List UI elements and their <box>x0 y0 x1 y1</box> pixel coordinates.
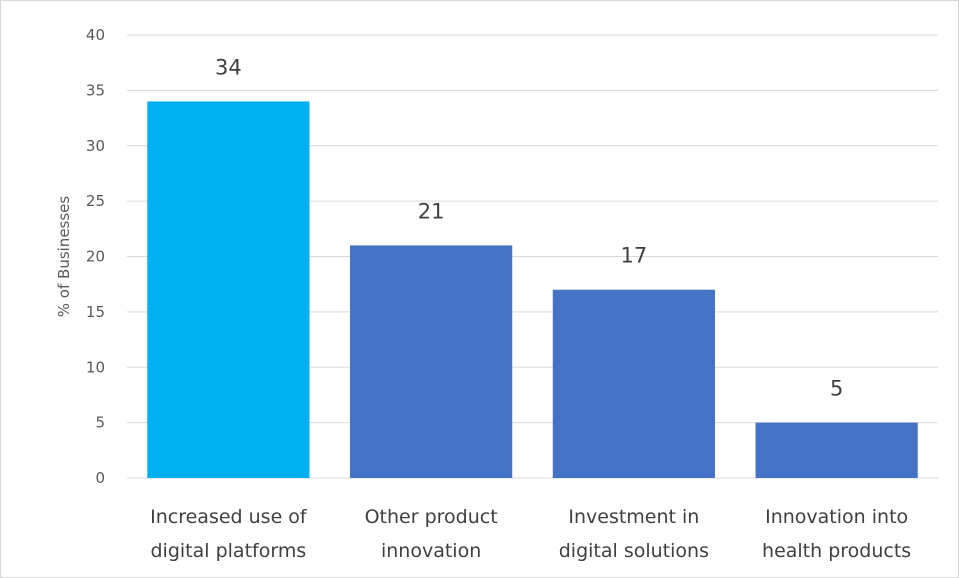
bar <box>350 245 513 478</box>
y-axis-title: % of Businesses <box>55 196 73 318</box>
bar-data-label: 21 <box>418 199 445 223</box>
x-category-label: Other product <box>365 506 498 528</box>
bar-data-label: 5 <box>830 377 843 401</box>
bars <box>147 101 918 478</box>
y-tick-label: 25 <box>86 192 105 210</box>
y-tick-label: 20 <box>86 248 105 266</box>
y-tick-label: 15 <box>86 303 105 321</box>
x-category-label: Innovation into <box>765 506 908 528</box>
bar <box>755 422 918 478</box>
y-tick-label: 30 <box>86 137 105 155</box>
bar <box>552 289 715 478</box>
x-category-label: Increased use of <box>150 506 308 528</box>
y-tick-label: 40 <box>86 26 105 44</box>
x-category-label: Investment in <box>568 506 699 528</box>
x-category-label: health products <box>762 540 911 562</box>
bar-data-label: 34 <box>215 55 242 79</box>
y-tick-label: 10 <box>86 358 105 376</box>
x-category-label: digital platforms <box>151 540 307 562</box>
x-axis-categories: Increased use of digital platforms Other p… <box>150 506 911 562</box>
x-category-label: digital solutions <box>559 540 709 562</box>
y-tick-label: 0 <box>95 469 105 487</box>
bar <box>147 101 310 478</box>
data-labels: 34 21 17 5 <box>215 55 843 400</box>
bar-data-label: 17 <box>621 244 648 268</box>
x-category-label: innovation <box>381 540 481 562</box>
y-axis-ticks: 0 5 10 15 20 25 30 35 40 <box>86 26 105 487</box>
y-tick-label: 35 <box>86 81 105 99</box>
y-tick-label: 5 <box>95 414 105 432</box>
